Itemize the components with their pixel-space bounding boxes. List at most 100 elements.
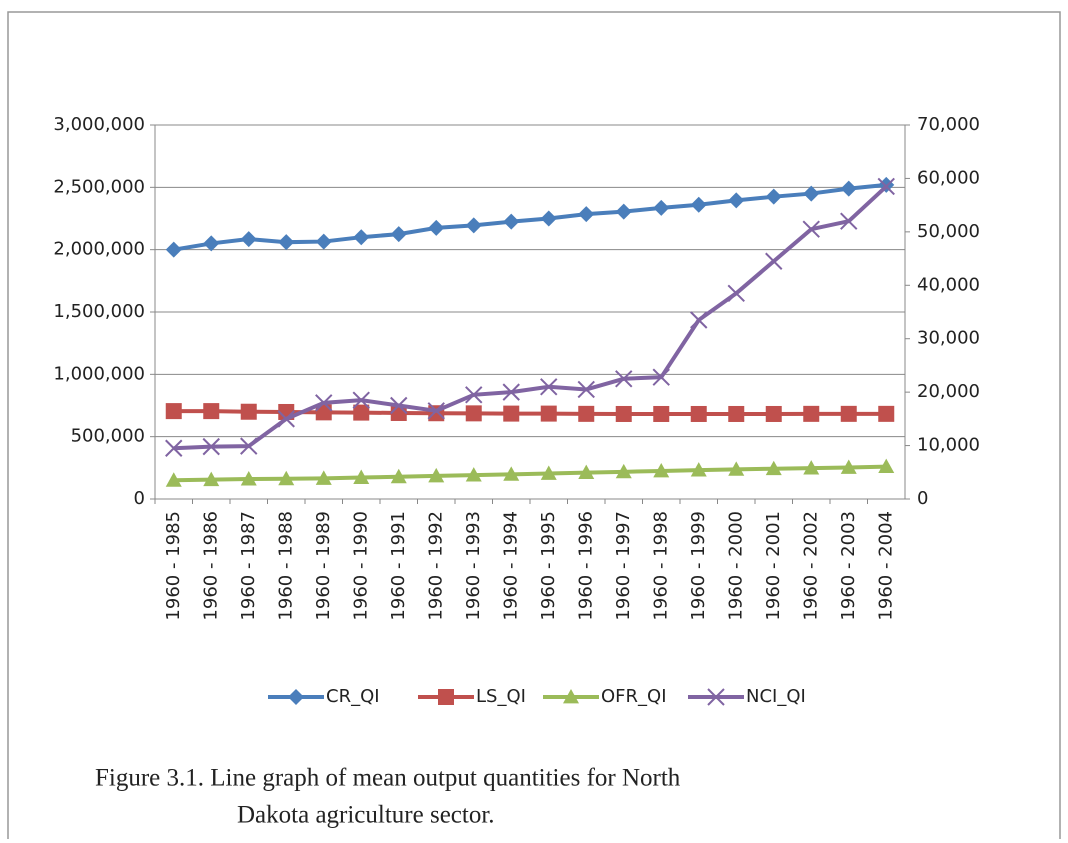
legend-marker	[563, 689, 579, 704]
data-point	[765, 405, 782, 422]
data-point	[277, 410, 295, 428]
data-point	[202, 437, 220, 456]
data-point	[353, 469, 370, 484]
y-tick-label: 500,000	[71, 426, 145, 447]
legend-label: CR_QI	[326, 686, 380, 707]
data-point	[803, 405, 820, 422]
x-tick-label: 1960 - 1996	[575, 511, 596, 621]
data-point	[803, 185, 820, 202]
x-tick-label: 1960 - 1987	[238, 511, 259, 621]
y2-tick-label: 10,000	[917, 435, 980, 456]
data-point	[465, 386, 483, 404]
x-tick-label: 1960 - 1989	[313, 511, 334, 621]
data-point	[840, 212, 858, 230]
data-point	[540, 405, 557, 422]
frame	[7, 11, 1061, 843]
data-point	[803, 460, 820, 475]
x-tick-label: 1960 - 1992	[425, 511, 446, 621]
y2-tick-label: 30,000	[917, 328, 980, 349]
x-tick-label: 1960 - 1985	[163, 511, 184, 621]
data-point	[502, 383, 520, 401]
data-point	[240, 403, 257, 420]
x-tick-label: 1960 - 1997	[613, 511, 634, 621]
y-tick-label: 3,000,000	[53, 114, 145, 135]
legend-label: OFR_QI	[601, 686, 667, 707]
data-point	[165, 241, 182, 258]
x-tick-label: 1960 - 1986	[200, 511, 221, 621]
data-point	[203, 471, 220, 487]
data-point	[278, 234, 295, 251]
data-point	[615, 463, 632, 479]
caption-line: Figure 3.1. Line graph of mean output qu…	[95, 765, 681, 792]
data-point	[315, 233, 332, 250]
x-tick-label: 1960 - 2003	[838, 511, 859, 621]
data-point	[165, 472, 182, 487]
data-point	[690, 462, 707, 477]
y2-tick-label: 60,000	[917, 167, 980, 188]
data-point	[878, 405, 895, 422]
data-point	[690, 196, 707, 213]
data-point	[578, 464, 595, 479]
data-point	[278, 470, 295, 486]
x-tick-label: 1960 - 1988	[275, 511, 296, 621]
data-point	[765, 252, 783, 270]
data-point	[690, 311, 708, 329]
data-point	[390, 468, 407, 484]
legend-marker	[438, 689, 454, 705]
data-point	[615, 405, 632, 422]
legend-marker	[288, 689, 304, 705]
data-point	[802, 220, 820, 238]
data-point	[503, 466, 520, 481]
y-tick-label: 1,000,000	[53, 363, 145, 384]
data-point	[165, 439, 183, 457]
series-line	[173, 464, 887, 483]
data-point	[653, 405, 670, 422]
data-point	[240, 231, 257, 248]
caption-line: Dakota agriculture sector.	[237, 802, 495, 829]
legend-marker	[707, 688, 725, 706]
data-point	[428, 467, 445, 483]
x-tick-label: 1960 - 1991	[388, 511, 409, 621]
data-point	[165, 403, 182, 420]
y2-tick-label: 0	[917, 488, 928, 509]
data-point	[240, 437, 258, 455]
data-point	[615, 203, 632, 220]
x-tick-label: 1960 - 2000	[725, 511, 746, 621]
data-point	[503, 213, 520, 230]
data-point	[653, 462, 670, 478]
y-tick-label: 0	[134, 488, 145, 509]
y-tick-label: 1,500,000	[53, 301, 145, 322]
data-point	[503, 405, 520, 422]
x-tick-label: 1960 - 2004	[875, 511, 896, 621]
legend-label: LS_QI	[476, 686, 526, 707]
data-point	[877, 177, 895, 196]
data-point	[240, 471, 257, 486]
x-tick-label: 1960 - 1994	[500, 511, 521, 621]
data-point	[203, 403, 220, 420]
x-tick-label: 1960 - 1993	[463, 511, 484, 621]
data-point	[690, 405, 707, 422]
y2-tick-label: 20,000	[917, 381, 980, 402]
y-tick-label: 2,000,000	[53, 239, 145, 260]
y-tick-label: 2,500,000	[53, 176, 145, 197]
y2-tick-label: 40,000	[917, 274, 980, 295]
y2-tick-label: 70,000	[917, 114, 980, 135]
data-point	[540, 378, 558, 396]
x-tick-label: 1960 - 1995	[538, 511, 559, 621]
data-point	[352, 391, 370, 409]
data-point	[203, 235, 220, 252]
data-point	[315, 470, 332, 485]
data-point	[615, 370, 633, 388]
x-tick-label: 1960 - 1998	[650, 511, 671, 621]
data-point	[465, 467, 482, 482]
x-tick-label: 1960 - 2001	[763, 511, 784, 621]
data-point	[540, 465, 557, 480]
data-point	[840, 180, 857, 197]
data-point	[728, 405, 745, 422]
data-point	[315, 394, 333, 412]
data-point	[652, 368, 670, 386]
x-tick-label: 1960 - 1999	[688, 511, 709, 621]
data-point	[540, 210, 557, 227]
